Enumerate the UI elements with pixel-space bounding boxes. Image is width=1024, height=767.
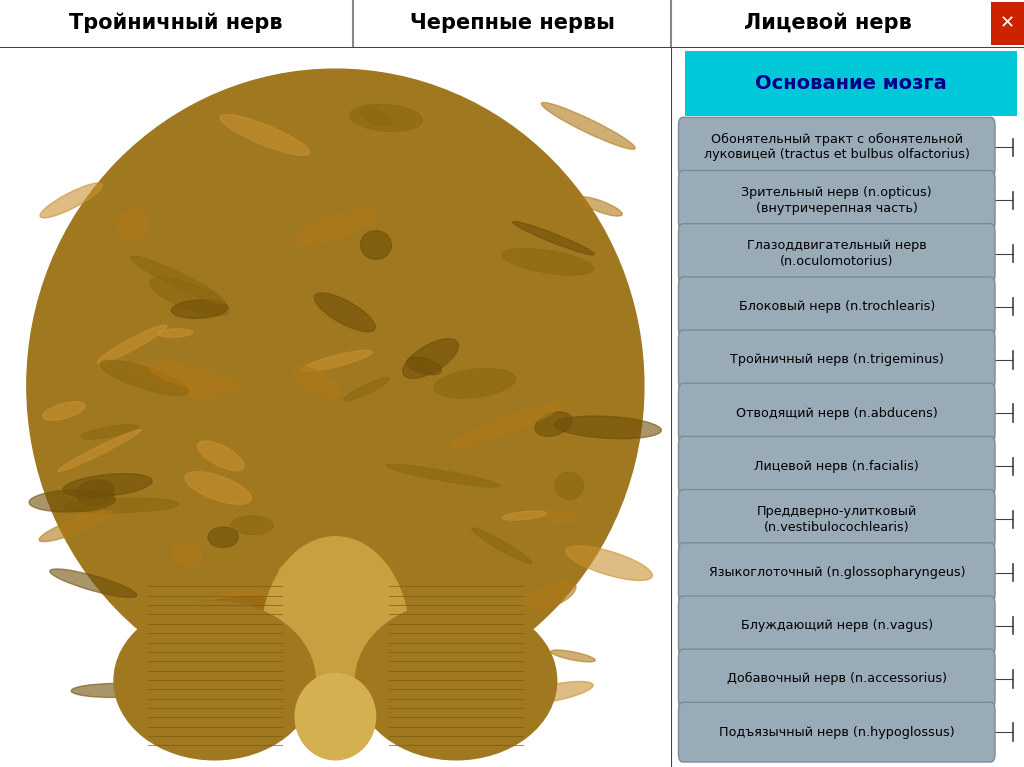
Ellipse shape xyxy=(503,249,594,275)
Ellipse shape xyxy=(63,499,179,512)
FancyBboxPatch shape xyxy=(679,117,995,177)
FancyBboxPatch shape xyxy=(679,489,995,549)
Ellipse shape xyxy=(50,569,137,597)
Ellipse shape xyxy=(39,511,112,542)
Text: Зрительный нерв (n.opticus)
(внутричерепная часть): Зрительный нерв (n.opticus) (внутричереп… xyxy=(741,186,932,215)
Ellipse shape xyxy=(355,601,557,760)
Ellipse shape xyxy=(279,563,343,592)
Text: Основание мозга: Основание мозга xyxy=(755,74,947,93)
FancyBboxPatch shape xyxy=(991,2,1024,45)
Text: Блуждающий нерв (n.vagus): Блуждающий нерв (n.vagus) xyxy=(740,619,933,632)
Ellipse shape xyxy=(513,222,594,255)
Ellipse shape xyxy=(542,103,635,150)
Ellipse shape xyxy=(292,365,340,398)
Ellipse shape xyxy=(256,662,306,679)
Text: Преддверно-улитковый
(n.vestibulocochlearis): Преддверно-улитковый (n.vestibulocochlea… xyxy=(757,505,916,534)
Text: Глазоддвигательный нерв
(n.oculomotorius): Глазоддвигательный нерв (n.oculomotorius… xyxy=(746,239,927,268)
Text: Черепные нервы: Черепные нервы xyxy=(410,13,614,33)
Ellipse shape xyxy=(231,516,273,535)
Text: Подъязычный нерв (n.hypoglossus): Подъязычный нерв (n.hypoglossus) xyxy=(719,726,954,739)
Ellipse shape xyxy=(148,362,241,393)
Ellipse shape xyxy=(208,527,239,548)
Text: Добавочный нерв (n.accessorius): Добавочный нерв (n.accessorius) xyxy=(727,673,947,686)
Ellipse shape xyxy=(502,511,547,520)
Ellipse shape xyxy=(294,209,378,245)
FancyBboxPatch shape xyxy=(679,277,995,337)
Ellipse shape xyxy=(554,416,662,439)
Text: Тройничный нерв: Тройничный нерв xyxy=(70,12,283,33)
Ellipse shape xyxy=(386,464,500,487)
Ellipse shape xyxy=(565,546,652,581)
Ellipse shape xyxy=(97,325,167,364)
Ellipse shape xyxy=(359,108,392,126)
FancyBboxPatch shape xyxy=(679,384,995,443)
Ellipse shape xyxy=(77,479,114,506)
Ellipse shape xyxy=(150,278,229,316)
FancyBboxPatch shape xyxy=(679,596,995,656)
Ellipse shape xyxy=(185,472,252,505)
Ellipse shape xyxy=(40,183,102,218)
Ellipse shape xyxy=(402,339,459,378)
Ellipse shape xyxy=(71,683,158,697)
Text: ✕: ✕ xyxy=(1000,14,1015,31)
Ellipse shape xyxy=(158,329,193,337)
Text: Отводящий нерв (n.abducens): Отводящий нерв (n.abducens) xyxy=(736,407,938,420)
Ellipse shape xyxy=(301,351,373,371)
Ellipse shape xyxy=(171,300,227,318)
Ellipse shape xyxy=(114,601,315,760)
Ellipse shape xyxy=(100,360,188,395)
Ellipse shape xyxy=(194,591,271,623)
Ellipse shape xyxy=(43,402,85,420)
Text: Лицевой нерв: Лицевой нерв xyxy=(743,12,911,33)
Ellipse shape xyxy=(261,537,410,738)
FancyBboxPatch shape xyxy=(679,330,995,390)
Ellipse shape xyxy=(131,256,224,303)
Ellipse shape xyxy=(81,425,138,439)
FancyBboxPatch shape xyxy=(679,543,995,602)
Ellipse shape xyxy=(384,696,413,715)
FancyBboxPatch shape xyxy=(679,170,995,230)
Ellipse shape xyxy=(540,511,578,524)
Text: Тройничный нерв (n.trigeminus): Тройничный нерв (n.trigeminus) xyxy=(730,354,944,367)
Ellipse shape xyxy=(197,688,241,714)
Ellipse shape xyxy=(434,368,515,398)
Text: Обонятельный тракт с обонятельной
луковицей (tractus et bulbus olfactorius): Обонятельный тракт с обонятельной лукови… xyxy=(703,133,970,162)
Ellipse shape xyxy=(551,650,595,662)
Text: Блоковый нерв (n.trochlearis): Блоковый нерв (n.trochlearis) xyxy=(738,300,935,313)
Ellipse shape xyxy=(450,403,562,447)
Ellipse shape xyxy=(117,210,150,239)
Ellipse shape xyxy=(526,581,575,610)
Ellipse shape xyxy=(360,231,391,259)
Ellipse shape xyxy=(344,378,389,401)
FancyBboxPatch shape xyxy=(685,51,1017,116)
Ellipse shape xyxy=(62,474,152,497)
Ellipse shape xyxy=(428,611,467,640)
Ellipse shape xyxy=(57,430,140,472)
Text: Лицевой нерв (n.facialis): Лицевой нерв (n.facialis) xyxy=(755,459,920,472)
Ellipse shape xyxy=(578,196,623,216)
Ellipse shape xyxy=(535,412,572,436)
FancyBboxPatch shape xyxy=(679,224,995,283)
Ellipse shape xyxy=(407,357,441,375)
Text: Языкоглоточный (n.glossopharyngeus): Языкоглоточный (n.glossopharyngeus) xyxy=(709,566,965,579)
Ellipse shape xyxy=(27,69,644,703)
Ellipse shape xyxy=(472,528,531,564)
FancyBboxPatch shape xyxy=(679,436,995,496)
Ellipse shape xyxy=(314,293,376,332)
Ellipse shape xyxy=(29,490,116,512)
Ellipse shape xyxy=(513,681,593,704)
Ellipse shape xyxy=(220,114,309,155)
Ellipse shape xyxy=(172,542,202,567)
Ellipse shape xyxy=(350,104,422,131)
FancyBboxPatch shape xyxy=(679,703,995,762)
Ellipse shape xyxy=(555,472,584,499)
Ellipse shape xyxy=(198,441,244,471)
Ellipse shape xyxy=(295,673,376,760)
Ellipse shape xyxy=(128,365,215,400)
FancyBboxPatch shape xyxy=(679,649,995,709)
Ellipse shape xyxy=(161,597,273,627)
